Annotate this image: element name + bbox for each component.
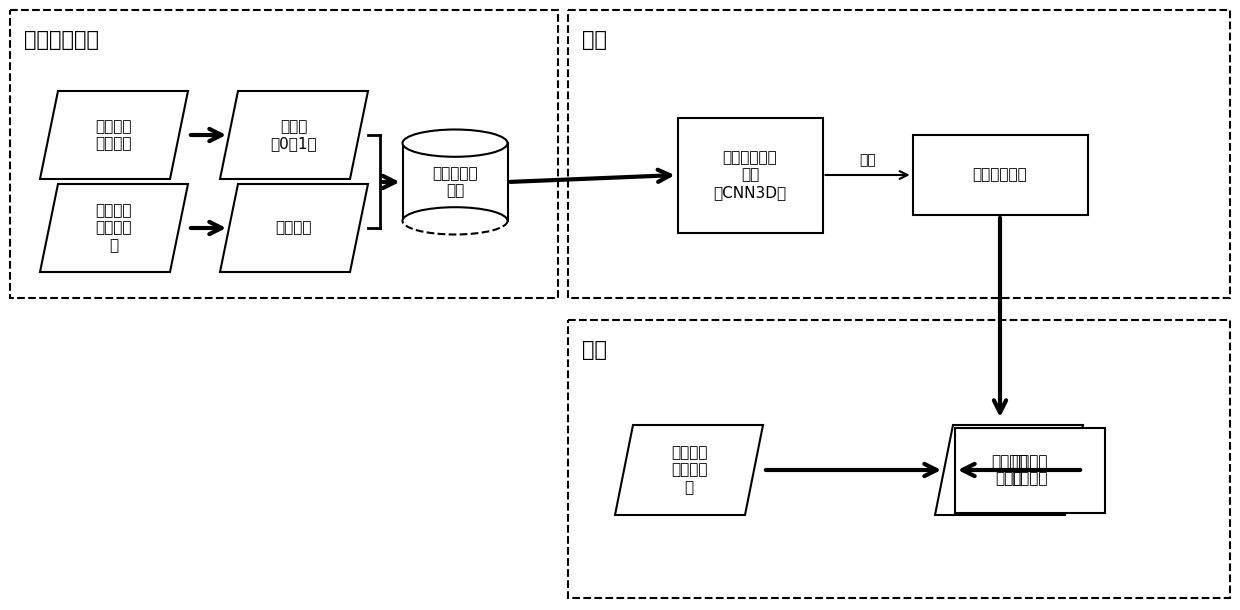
Polygon shape bbox=[40, 184, 188, 272]
Ellipse shape bbox=[403, 129, 507, 157]
Bar bbox=[677, 118, 822, 232]
Bar bbox=[913, 135, 1087, 215]
Polygon shape bbox=[219, 91, 368, 179]
Polygon shape bbox=[40, 91, 188, 179]
Bar bbox=[955, 428, 1105, 512]
Bar bbox=[568, 320, 1230, 598]
Text: 标记值
（0或1）: 标记值 （0或1） bbox=[270, 119, 317, 151]
Bar bbox=[10, 10, 558, 298]
Polygon shape bbox=[615, 425, 763, 515]
Polygon shape bbox=[935, 425, 1083, 515]
Text: 预测数据
归一化: 预测数据 归一化 bbox=[991, 454, 1027, 486]
Text: 标记的训练
样本: 标记的训练 样本 bbox=[433, 166, 477, 198]
Text: 生成训练样本: 生成训练样本 bbox=[24, 30, 99, 50]
Text: 三维卷积神经
网络
（CNN3D）: 三维卷积神经 网络 （CNN3D） bbox=[713, 150, 786, 200]
Text: 雷达与卫
星实时观
测: 雷达与卫 星实时观 测 bbox=[671, 445, 707, 495]
Text: 生成预报模型: 生成预报模型 bbox=[972, 168, 1028, 182]
Text: 雷达与卫
星历史观
测: 雷达与卫 星历史观 测 bbox=[95, 203, 133, 253]
Text: 训练: 训练 bbox=[582, 30, 608, 50]
Ellipse shape bbox=[403, 207, 507, 234]
Text: 预报: 预报 bbox=[582, 340, 608, 360]
Text: 雷暴现象
历史观测: 雷暴现象 历史观测 bbox=[95, 119, 133, 151]
Text: 训练: 训练 bbox=[859, 153, 875, 167]
Bar bbox=[568, 10, 1230, 298]
Bar bbox=[403, 143, 507, 221]
Text: 雷暴概率
预报产品: 雷暴概率 预报产品 bbox=[1012, 454, 1048, 486]
Text: 预报特征: 预报特征 bbox=[275, 220, 312, 235]
Polygon shape bbox=[219, 184, 368, 272]
